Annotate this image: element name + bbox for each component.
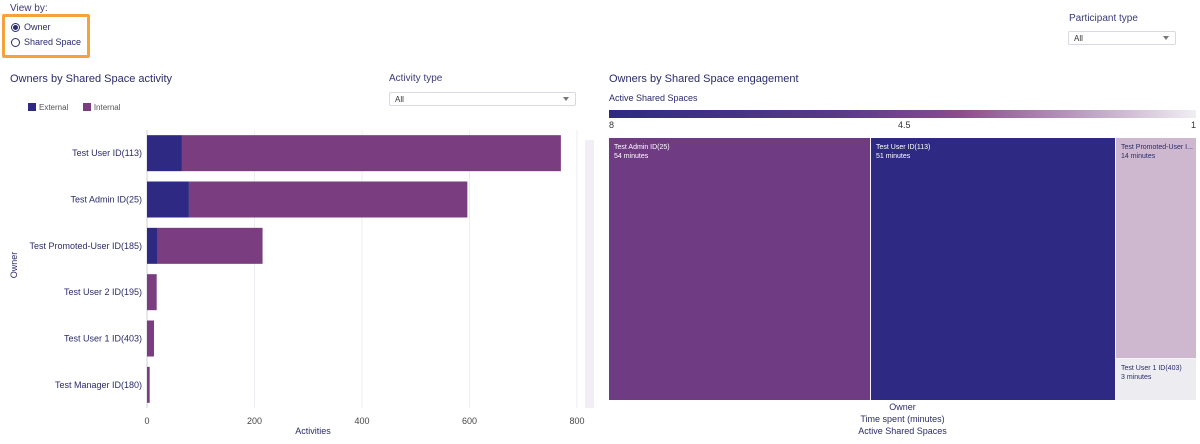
bar-external[interactable] xyxy=(147,227,158,264)
bar-internal[interactable] xyxy=(181,135,561,172)
bar-category-labels: Test User ID(113) Test Admin ID(25) Test P… xyxy=(29,148,142,390)
bar-external[interactable] xyxy=(147,181,189,218)
color-scale-bar xyxy=(609,110,1196,118)
x-tick-label: 200 xyxy=(247,416,262,426)
activity-type-value: All xyxy=(395,94,404,104)
legend-external: External xyxy=(28,103,68,112)
treemap-cell-value: 14 minutes xyxy=(1121,153,1156,160)
y-category-label: Test User ID(113) xyxy=(72,148,142,158)
y-category-label: Test User 2 ID(195) xyxy=(64,287,142,297)
treemap: Test Admin ID(25) 54 minutes Test User I… xyxy=(609,138,1196,400)
activity-type-dropdown[interactable]: All xyxy=(389,92,576,106)
bar-internal[interactable] xyxy=(188,181,468,218)
bar-gridlines xyxy=(146,130,578,408)
y-category-label: Test Admin ID(25) xyxy=(70,195,142,205)
bar-marks xyxy=(147,135,561,403)
legend-external-label: External xyxy=(39,102,69,112)
radio-owner-label: Owner xyxy=(24,22,51,32)
treemap-cell-label: Test User ID(113) xyxy=(876,144,931,151)
treemap-cell-value: 54 minutes xyxy=(614,153,649,160)
activity-bar-chart: Test User ID(113) Test Admin ID(25) Test P… xyxy=(9,130,594,436)
treemap-cell-label: Test Promoted-User I... xyxy=(1121,144,1193,151)
radio-shared-space[interactable]: Shared Space xyxy=(11,37,81,47)
treemap-cell[interactable]: Test Promoted-User I... 14 minutes xyxy=(1116,138,1196,358)
treemap-size-label: Time spent (minutes) xyxy=(860,414,945,424)
treemap-cell[interactable]: Test Admin ID(25) 54 minutes xyxy=(609,138,870,400)
x-tick-label: 600 xyxy=(462,416,477,426)
radio-shared-space-indicator[interactable] xyxy=(11,37,20,47)
treemap-group-label: Owner xyxy=(889,402,916,412)
color-scale-mid: 4.5 xyxy=(898,120,911,130)
participant-type-dropdown[interactable]: All xyxy=(1068,31,1176,45)
activity-type-label: Activity type xyxy=(389,73,443,84)
bar-internal[interactable] xyxy=(147,274,157,311)
engagement-chart-title: Owners by Shared Space engagement xyxy=(609,73,799,85)
radio-owner[interactable]: Owner xyxy=(11,22,51,32)
activity-legend: External Internal xyxy=(28,98,131,116)
y-category-label: Test Promoted-User ID(185) xyxy=(29,241,142,251)
y-category-label: Test User 1 ID(403) xyxy=(64,334,142,344)
y-category-label: Test Manager ID(180) xyxy=(55,380,142,390)
chevron-down-icon xyxy=(563,97,569,101)
treemap-cell[interactable]: Test User 1 ID(403) 3 minutes xyxy=(1116,359,1196,400)
participant-type-value: All xyxy=(1074,33,1083,43)
color-scale-max: 8 xyxy=(609,120,615,130)
bar-y-axis-label: Owner xyxy=(9,252,19,279)
bar-internal[interactable] xyxy=(157,227,263,264)
treemap-color-label: Active Shared Spaces xyxy=(858,426,947,436)
x-tick-label: 0 xyxy=(144,416,149,426)
view-by-label: View by: xyxy=(10,3,48,14)
bar-x-axis-label: Activities xyxy=(295,426,331,436)
treemap-cell[interactable]: Test User ID(113) 51 minutes xyxy=(871,138,1115,400)
bar-internal[interactable] xyxy=(147,366,150,403)
treemap-cell-label: Test Admin ID(25) xyxy=(614,144,670,151)
legend-internal-swatch xyxy=(82,103,91,111)
bar-x-ticks: 0 200 400 600 800 xyxy=(144,416,584,426)
participant-type-label: Participant type xyxy=(1069,13,1138,24)
treemap-cell-value: 3 minutes xyxy=(1121,374,1152,381)
radio-shared-space-label: Shared Space xyxy=(24,37,82,47)
bar-external[interactable] xyxy=(147,135,182,172)
legend-internal: Internal xyxy=(82,102,121,112)
color-scale-title: Active Shared Spaces xyxy=(609,93,698,103)
x-tick-label: 800 xyxy=(569,416,584,426)
activity-chart-title: Owners by Shared Space activity xyxy=(10,73,173,85)
view-by-radio-group: Owner Shared Space xyxy=(2,14,90,58)
radio-owner-indicator[interactable] xyxy=(11,22,20,32)
scrollbar[interactable] xyxy=(585,140,594,408)
bar-internal[interactable] xyxy=(147,320,154,357)
chevron-down-icon xyxy=(1163,36,1169,40)
legend-external-swatch xyxy=(28,103,36,111)
legend-internal-label: Internal xyxy=(93,102,121,112)
color-scale-min: 1 xyxy=(1191,120,1197,130)
treemap-cell-value: 51 minutes xyxy=(876,153,911,160)
treemap-cell-label: Test User 1 ID(403) xyxy=(1121,365,1182,372)
x-tick-label: 400 xyxy=(354,416,369,426)
